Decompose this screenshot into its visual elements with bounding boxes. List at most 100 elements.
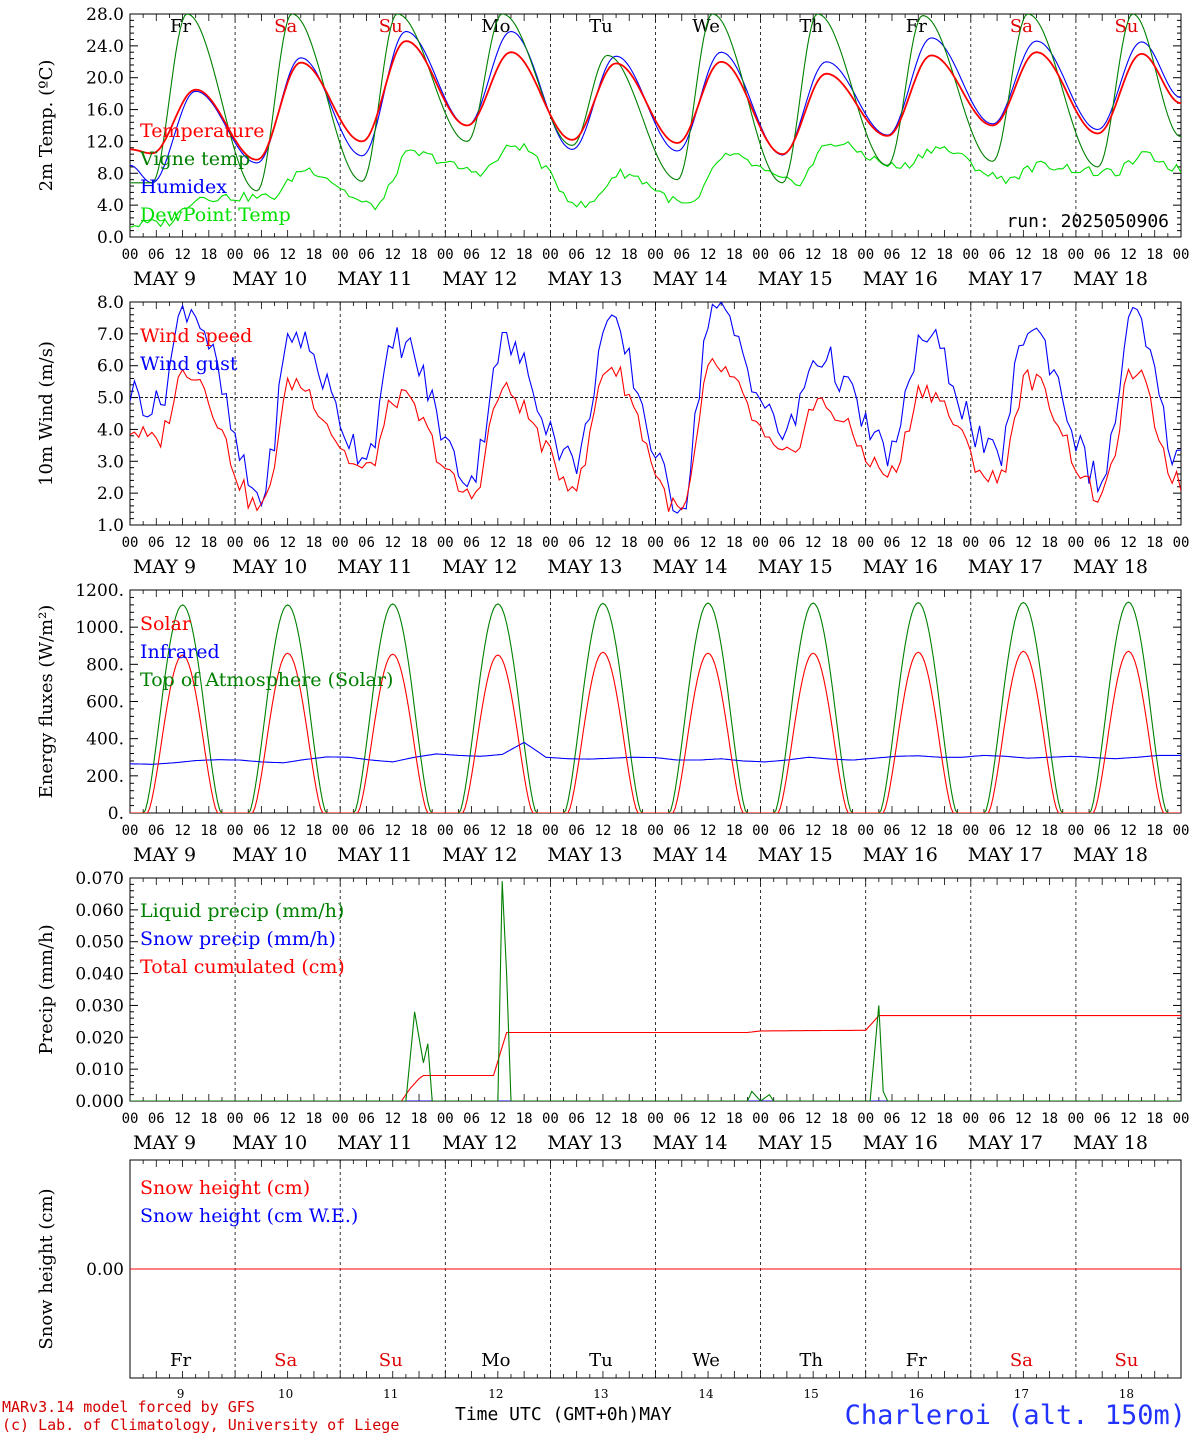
day-label: MAY 12 (442, 844, 517, 866)
hour-tick-label: 12 (384, 1111, 401, 1127)
hour-tick-label: 12 (1015, 823, 1032, 839)
hour-tick-label: 06 (568, 823, 585, 839)
y-axis-title: 2m Temp. (ºC) (36, 60, 57, 192)
legend-wind-speed: Wind speed (140, 325, 252, 347)
hour-tick-label: 00 (437, 823, 454, 839)
hour-tick-label: 18 (200, 247, 217, 263)
hour-tick-label: 00 (227, 535, 244, 551)
hour-tick-label: 06 (568, 247, 585, 263)
y-tick-label: 8.0 (97, 293, 124, 313)
hour-tick-label: 06 (778, 823, 795, 839)
y-tick-label: 28.0 (86, 5, 124, 25)
legend-liquid-precip-mm-h: Liquid precip (mm/h) (140, 900, 344, 922)
day-number-label: 17 (1014, 1387, 1029, 1401)
weekday-label: Tu (589, 1350, 613, 1371)
hour-tick-label: 00 (1173, 247, 1190, 263)
day-label: MAY 12 (442, 1132, 517, 1154)
legend-wind-gust: Wind gust (140, 353, 238, 375)
hour-tick-label: 18 (726, 1111, 743, 1127)
hour-tick-label: 06 (989, 247, 1006, 263)
series-temperature (130, 40, 1181, 161)
hour-tick-label: 00 (752, 247, 769, 263)
hour-tick-label: 12 (700, 823, 717, 839)
panel-temperature: 0.0 4.0 8.0 12.0 16.0 20.0 24.0 28.0 2m Temp. (º… (36, 5, 1189, 290)
series-vigne-temp (130, 14, 1181, 192)
y-tick-label: 2.0 (97, 484, 124, 504)
hour-tick-label: 06 (989, 535, 1006, 551)
weekday-label: Tu (589, 16, 613, 37)
hour-tick-label: 12 (805, 247, 822, 263)
hour-tick-label: 18 (621, 823, 638, 839)
hour-tick-label: 06 (989, 1111, 1006, 1127)
legend-solar: Solar (140, 613, 192, 635)
x-axis-title-text: Time UTC (GMT+0h) (455, 1404, 640, 1425)
y-tick-label: 800. (86, 655, 124, 675)
y-tick-label: 400. (86, 730, 124, 750)
day-label: MAY 17 (968, 844, 1043, 866)
day-label: MAY 18 (1073, 844, 1148, 866)
hour-tick-label: 12 (489, 1111, 506, 1127)
hour-tick-label: 12 (489, 247, 506, 263)
legend-snow-precip-mm-h: Snow precip (mm/h) (140, 928, 336, 950)
y-axis-title: Snow height (cm) (36, 1188, 57, 1349)
y-tick-label: 4.0 (97, 196, 124, 216)
day-number-label: 9 (177, 1387, 185, 1401)
y-tick-label: 0.020 (75, 1028, 124, 1048)
hour-tick-label: 06 (463, 1111, 480, 1127)
legend-infrared: Infrared (140, 641, 220, 663)
hour-tick-label: 06 (253, 1111, 270, 1127)
legend-total-cumulated-cm: Total cumulated (cm) (140, 956, 345, 978)
hour-tick-label: 18 (1041, 247, 1058, 263)
series-wind-gust (130, 302, 1181, 514)
hour-tick-label: 18 (411, 823, 428, 839)
hour-tick-label: 00 (332, 535, 349, 551)
hour-tick-label: 00 (857, 535, 874, 551)
y-tick-label: 0.00 (86, 1260, 124, 1280)
hour-tick-label: 12 (700, 535, 717, 551)
hour-tick-label: 18 (305, 823, 322, 839)
day-label: MAY 18 (1073, 1132, 1148, 1154)
hour-tick-label: 12 (700, 247, 717, 263)
hour-tick-label: 00 (962, 823, 979, 839)
hour-tick-label: 00 (1067, 535, 1084, 551)
panel-frame (129, 589, 1182, 814)
weekday-label: Su (1114, 1350, 1138, 1371)
day-number-label: 12 (488, 1387, 503, 1401)
hour-tick-label: 12 (489, 823, 506, 839)
hour-tick-label: 00 (542, 1111, 559, 1127)
hour-tick-label: 12 (595, 823, 612, 839)
day-label: MAY 18 (1073, 268, 1148, 290)
weekday-label: Sa (1010, 1350, 1033, 1371)
hour-tick-label: 06 (463, 535, 480, 551)
hour-tick-label: 18 (936, 247, 953, 263)
hour-tick-label: 06 (463, 247, 480, 263)
hour-tick-label: 12 (384, 823, 401, 839)
day-label: MAY 13 (547, 268, 622, 290)
hour-tick-label: 06 (253, 823, 270, 839)
y-axis-title: Precip (mm/h) (36, 924, 57, 1054)
day-label: MAY 13 (547, 556, 622, 578)
hour-tick-label: 00 (332, 247, 349, 263)
hour-tick-label: 12 (174, 1111, 191, 1127)
y-tick-label: 0.040 (75, 965, 124, 985)
legend-humidex: Humidex (140, 176, 227, 198)
hour-tick-label: 06 (148, 1111, 165, 1127)
credit-line-2: (c) Lab. of Climatology, University of L… (2, 1416, 400, 1434)
hour-tick-label: 06 (1094, 247, 1111, 263)
hour-tick-label: 06 (253, 535, 270, 551)
hour-tick-label: 18 (1041, 535, 1058, 551)
hour-tick-label: 00 (1067, 823, 1084, 839)
hour-tick-label: 06 (253, 247, 270, 263)
hour-tick-label: 12 (805, 823, 822, 839)
hour-tick-label: 18 (516, 247, 533, 263)
hour-tick-label: 18 (936, 823, 953, 839)
y-tick-label: 0.070 (75, 869, 124, 889)
hour-tick-label: 18 (1146, 535, 1163, 551)
hour-tick-label: 06 (148, 535, 165, 551)
day-label: MAY 17 (968, 1132, 1043, 1154)
weekday-label: Fr (906, 1350, 927, 1371)
hour-tick-label: 06 (358, 535, 375, 551)
series-top-of-atmosphere-solar (130, 601, 1181, 813)
hour-tick-label: 12 (595, 535, 612, 551)
hour-tick-label: 00 (122, 247, 139, 263)
